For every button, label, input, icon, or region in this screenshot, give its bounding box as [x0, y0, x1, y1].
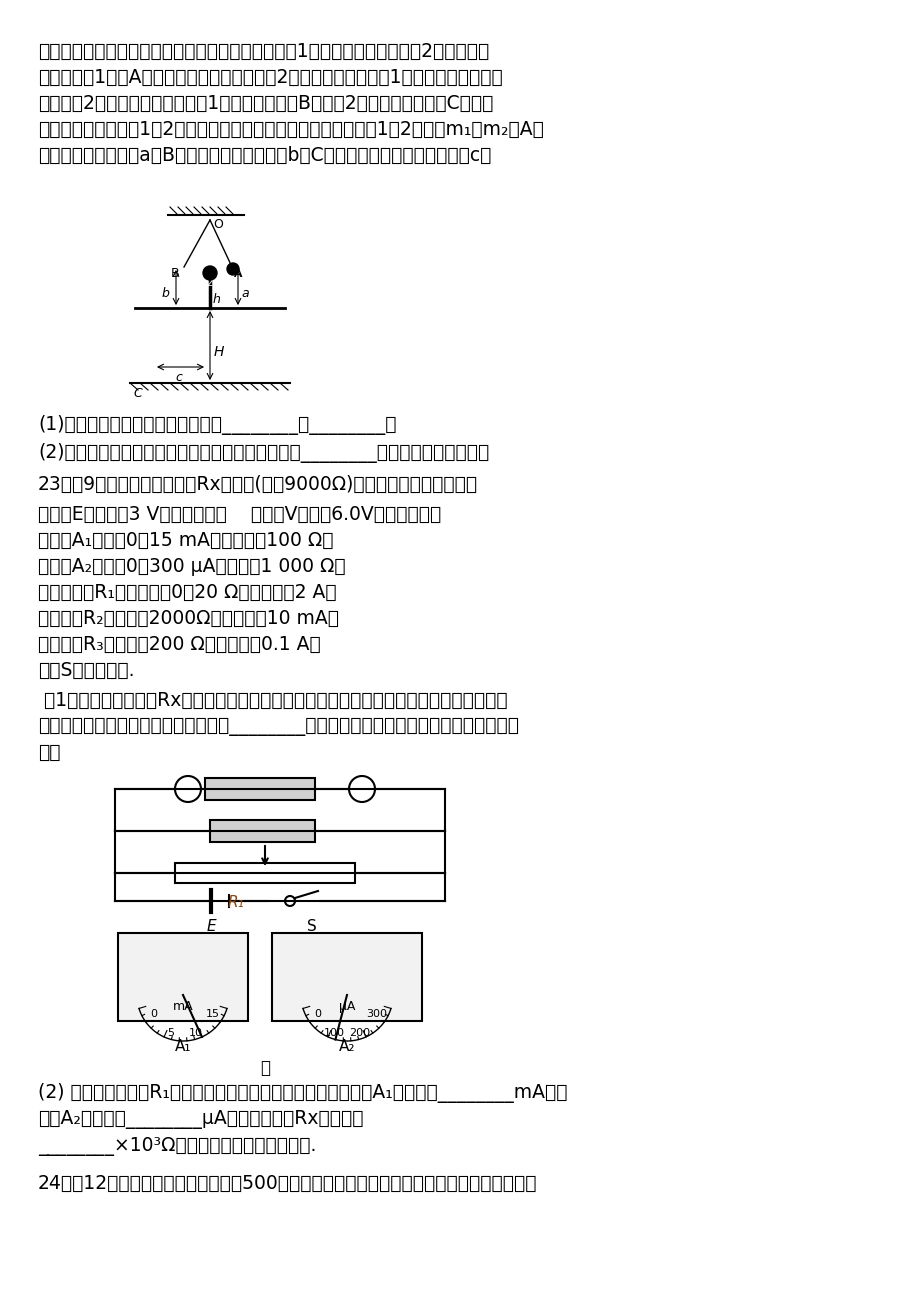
Text: 流表A₂的示数是________μA，则待测电阻Rx的阻值是: 流表A₂的示数是________μA，则待测电阻Rx的阻值是: [38, 1111, 363, 1129]
Text: 2: 2: [206, 279, 212, 288]
Text: a: a: [241, 286, 248, 299]
Text: 电流表A₁：量程0～15 mA，内阻约为100 Ω；: 电流表A₁：量程0～15 mA，内阻约为100 Ω；: [38, 531, 334, 549]
Bar: [210, 820, 314, 842]
Text: 滑动变阻器R₁：阻值范围0～20 Ω，额定电流2 A；: 滑动变阻器R₁：阻值范围0～20 Ω，额定电流2 A；: [38, 583, 336, 602]
Bar: [272, 934, 422, 1021]
Bar: [118, 934, 248, 1021]
Text: c: c: [175, 371, 182, 384]
Text: ________×10³Ω（计算结果保留一位小数）.: ________×10³Ω（计算结果保留一位小数）.: [38, 1137, 316, 1156]
Text: 填入，请你帮他将正确的电表代号填入________内，并将正确的电阻代号填在对应电阻的下: 填入，请你帮他将正确的电表代号填入________内，并将正确的电阻代号填在对应…: [38, 717, 518, 736]
Text: A: A: [233, 267, 243, 280]
Text: R₁: R₁: [228, 894, 244, 910]
Text: b: b: [162, 286, 170, 299]
Text: S: S: [307, 919, 316, 934]
Text: 0: 0: [313, 1009, 321, 1019]
Text: h: h: [213, 293, 221, 306]
Text: 乙: 乙: [260, 1059, 269, 1077]
Text: μA: μA: [338, 1000, 355, 1013]
Text: 方时与球2发生对心碰撞，碰后球1向左最远可摆到B点，球2落到水平地面上的C点。测: 方时与球2发生对心碰撞，碰后球1向左最远可摆到B点，球2落到水平地面上的C点。测: [38, 94, 493, 113]
Text: 开关S、导线若干.: 开关S、导线若干.: [38, 661, 134, 680]
Text: 定值电阻R₃：阻值为200 Ω，额定电流0.1 A；: 定值电阻R₃：阻值为200 Ω，额定电流0.1 A；: [38, 635, 321, 654]
Text: 5: 5: [166, 1029, 174, 1038]
Text: B: B: [171, 267, 179, 280]
Text: 出有关数据即可验证1、2两球碰撞时动量守恒。现已测出两弹性球1、2的质量m₁、m₂，A点: 出有关数据即可验证1、2两球碰撞时动量守恒。现已测出两弹性球1、2的质量m₁、m…: [38, 120, 543, 139]
Text: A₂: A₂: [338, 1039, 355, 1055]
Text: 电流表A₂：量程0～300 μA，内阻为1 000 Ω；: 电流表A₂：量程0～300 μA，内阻为1 000 Ω；: [38, 557, 346, 575]
Text: 的边沿有一竖直立柱。实验时，调节悬点，使弹性球1静止时恰与立柱上的球2接触且两球: 的边沿有一竖直立柱。实验时，调节悬点，使弹性球1静止时恰与立柱上的球2接触且两球: [38, 42, 489, 61]
Text: 离水平桌面的距离为a，B点离水平桌面的距离为b，C点与桌子边沿间的水平距离为c。: 离水平桌面的距离为a，B点离水平桌面的距离为b，C点与桌子边沿间的水平距离为c。: [38, 146, 491, 165]
Circle shape: [203, 266, 217, 280]
Text: E: E: [206, 919, 216, 934]
Text: A₁: A₁: [175, 1039, 191, 1055]
Text: 方：: 方：: [38, 743, 61, 762]
Text: 24．（12分）在短道速滑世锦赛女子500米决赛中，接连有选手意外摔倒，由于在短道速滑比: 24．（12分）在短道速滑世锦赛女子500米决赛中，接连有选手意外摔倒，由于在短…: [38, 1174, 537, 1193]
Text: 电池组E：电动势3 V，内阻不计；    电压表V：量程6.0V，内阻很大；: 电池组E：电动势3 V，内阻不计； 电压表V：量程6.0V，内阻很大；: [38, 505, 441, 523]
Bar: [175, 863, 355, 883]
Text: O: O: [213, 217, 222, 230]
Text: mA: mA: [173, 1000, 193, 1013]
Text: C: C: [133, 387, 142, 400]
Text: (2) 调节滑动变阻器R₁，两表的示数如图乙所示，可读出电流表A₁的示数是________mA，电: (2) 调节滑动变阻器R₁，两表的示数如图乙所示，可读出电流表A₁的示数是___…: [38, 1083, 567, 1103]
Circle shape: [227, 263, 239, 275]
Text: 23．（9分）为测定待测电阻Rx的阻值(约为9000Ω)，实验室提供如下器材：: 23．（9分）为测定待测电阻Rx的阻值(约为9000Ω)，实验室提供如下器材：: [38, 475, 478, 493]
Text: H: H: [214, 345, 224, 359]
Text: 200: 200: [349, 1029, 370, 1038]
Text: 0: 0: [150, 1009, 156, 1019]
Text: 15: 15: [206, 1009, 220, 1019]
Text: 100: 100: [323, 1029, 345, 1038]
Text: (1)要完成实验，还需要测量的量是________和________。: (1)要完成实验，还需要测量的量是________和________。: [38, 415, 396, 435]
Text: (2)根据测量的数据，该实验中动量守恒的表达式为________。（忽略小球的大小）: (2)根据测量的数据，该实验中动量守恒的表达式为________。（忽略小球的大…: [38, 443, 489, 464]
Text: 定值电阻R₂：阻值为2000Ω，额定电流10 mA；: 定值电阻R₂：阻值为2000Ω，额定电流10 mA；: [38, 609, 338, 628]
Bar: [205, 779, 314, 799]
Text: 等高。将球1拉到A点，并使之静止，同时把球2放在立柱上。释放球1，当它摆到悬点正下: 等高。将球1拉到A点，并使之静止，同时把球2放在立柱上。释放球1，当它摆到悬点正…: [38, 68, 502, 87]
Text: 300: 300: [366, 1009, 387, 1019]
Text: 10: 10: [188, 1029, 202, 1038]
Text: （1）为了准确地测量Rx的阻值，某同学已经设计出了大致的电路，但电表和电阻代号还未: （1）为了准确地测量Rx的阻值，某同学已经设计出了大致的电路，但电表和电阻代号还…: [38, 691, 507, 710]
